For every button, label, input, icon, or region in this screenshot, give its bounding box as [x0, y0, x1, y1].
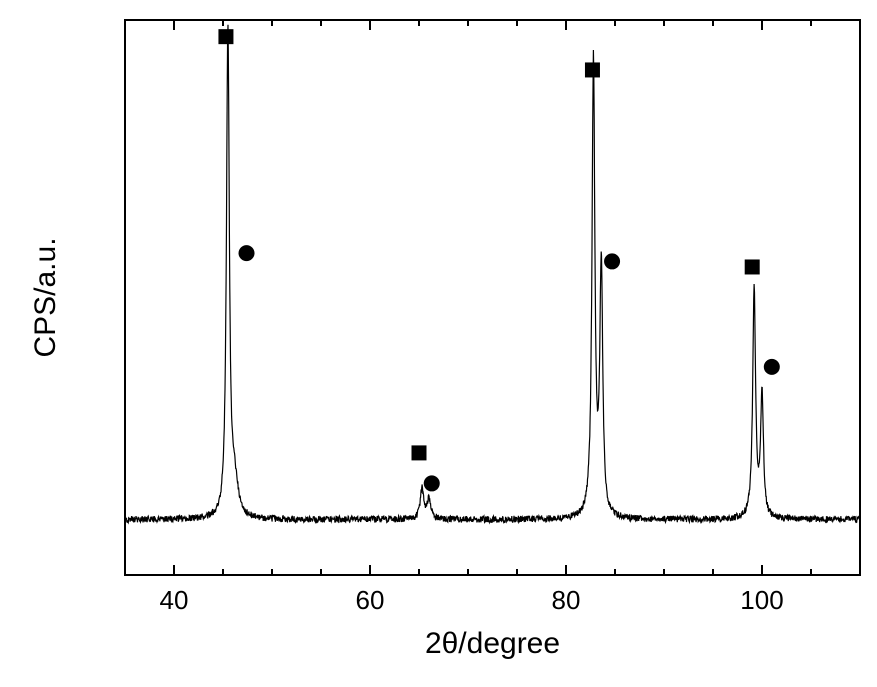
square-marker-icon [745, 259, 760, 274]
x-tick-label: 40 [160, 585, 189, 615]
xrd-chart: 40 60 80 100 2θ/degree CPS/a.u. [0, 0, 877, 687]
square-marker-icon [585, 62, 600, 77]
x-tick-label: 60 [356, 585, 385, 615]
chart-svg: 40 60 80 100 2θ/degree CPS/a.u. [0, 0, 877, 687]
x-axis-label: 2θ/degree [425, 627, 560, 660]
square-marker-icon [412, 445, 427, 460]
x-tick-label: 100 [740, 585, 783, 615]
circle-marker-icon [604, 253, 620, 269]
y-axis-label: CPS/a.u. [29, 237, 62, 357]
circle-marker-icon [239, 245, 255, 261]
square-marker-icon [218, 29, 233, 44]
circle-marker-icon [764, 359, 780, 375]
circle-marker-icon [424, 475, 440, 491]
x-tick-label: 80 [552, 585, 581, 615]
